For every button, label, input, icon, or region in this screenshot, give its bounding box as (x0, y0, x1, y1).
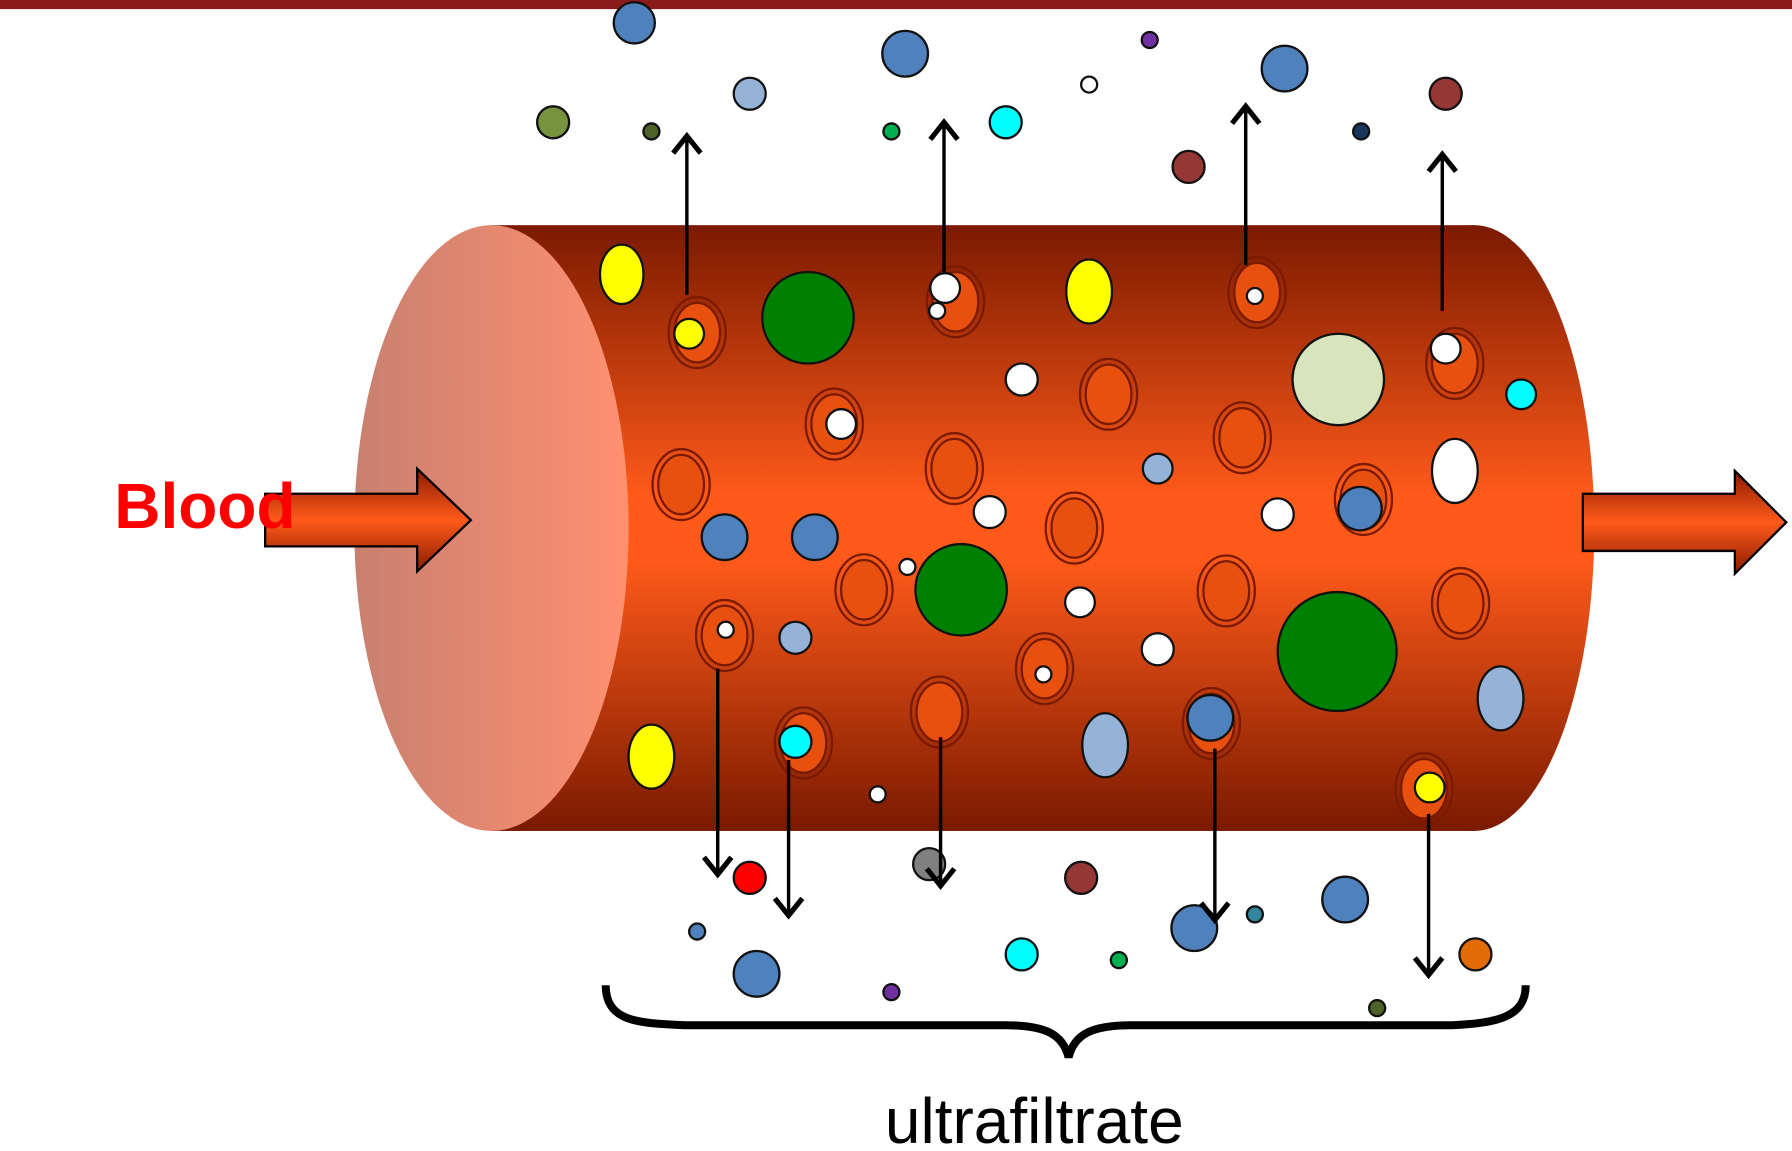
brace (601, 985, 1530, 1059)
outflow-arrow (1581, 468, 1788, 577)
particle (1004, 937, 1039, 972)
particle (1181, 686, 1242, 761)
particle (825, 408, 858, 441)
particle (1050, 497, 1099, 559)
particle (868, 785, 887, 804)
particle (761, 270, 855, 365)
particle (612, 1, 656, 45)
particle (1140, 30, 1159, 50)
particle (1080, 75, 1099, 94)
particle (1276, 590, 1398, 713)
particle (1141, 452, 1174, 485)
particle (840, 558, 888, 621)
particle (1291, 332, 1386, 427)
particle (642, 122, 661, 141)
ultrafiltrate-label: ultrafiltrate (885, 1085, 1184, 1151)
particle (700, 513, 749, 562)
particle (804, 387, 864, 461)
particle (1186, 693, 1235, 742)
particle (688, 922, 707, 941)
particle (1202, 560, 1251, 622)
particle (773, 706, 834, 780)
particle (1458, 937, 1493, 972)
particle (627, 723, 676, 790)
particle (1260, 44, 1309, 93)
particle (1425, 326, 1485, 401)
particle (1065, 258, 1114, 325)
particle (1430, 566, 1491, 641)
particle (915, 681, 964, 743)
particle (790, 513, 839, 562)
particle (1218, 406, 1267, 469)
particle (673, 317, 706, 350)
particle (657, 453, 706, 516)
particle (1337, 485, 1383, 532)
particle (1078, 357, 1139, 431)
particle (928, 301, 947, 321)
particle (1436, 572, 1485, 635)
particle (834, 553, 894, 627)
particle (914, 542, 1008, 637)
particle (929, 272, 962, 305)
particle (1064, 586, 1096, 619)
particle (732, 949, 781, 998)
blood-label: Blood (114, 470, 295, 542)
particle (1352, 122, 1371, 141)
particle (1428, 76, 1463, 111)
particle (667, 296, 727, 370)
particle (536, 105, 571, 140)
particle (881, 29, 930, 78)
particle (1413, 771, 1446, 804)
particle (598, 243, 645, 306)
particle (1429, 332, 1462, 365)
particles (536, 1, 1538, 1018)
particle (1034, 665, 1053, 684)
particle (972, 494, 1007, 530)
particle (778, 724, 813, 759)
particle (1321, 875, 1370, 924)
particle (1476, 665, 1525, 732)
particle (1505, 378, 1538, 411)
particle (1170, 904, 1219, 953)
particle (1044, 491, 1104, 565)
particle (1430, 437, 1479, 505)
particle (694, 598, 755, 673)
particle (1368, 998, 1387, 1018)
particle (1196, 554, 1256, 628)
particle (930, 437, 979, 500)
particle (1394, 752, 1454, 826)
particle (1064, 860, 1099, 895)
particle (882, 122, 901, 141)
particle (1212, 401, 1272, 475)
particle (925, 265, 986, 339)
particle (1171, 149, 1206, 185)
particle (716, 620, 735, 639)
particle (1004, 362, 1039, 397)
particle (898, 557, 917, 577)
particle (1333, 462, 1394, 537)
particle (882, 982, 901, 1002)
particle (924, 432, 984, 506)
particle (1245, 286, 1264, 306)
particle (988, 105, 1023, 140)
particle (1245, 905, 1264, 924)
particle (1260, 497, 1295, 532)
inflow-arrow (264, 465, 473, 575)
particle (778, 620, 813, 655)
particle (1140, 632, 1175, 667)
particle (1109, 950, 1128, 970)
top-bar (0, 0, 1792, 10)
particle (651, 448, 711, 522)
particle (732, 76, 767, 111)
particle (1084, 363, 1133, 426)
particle (732, 860, 767, 895)
particle (1081, 712, 1130, 779)
particle (1014, 632, 1075, 706)
particle (1227, 256, 1287, 330)
